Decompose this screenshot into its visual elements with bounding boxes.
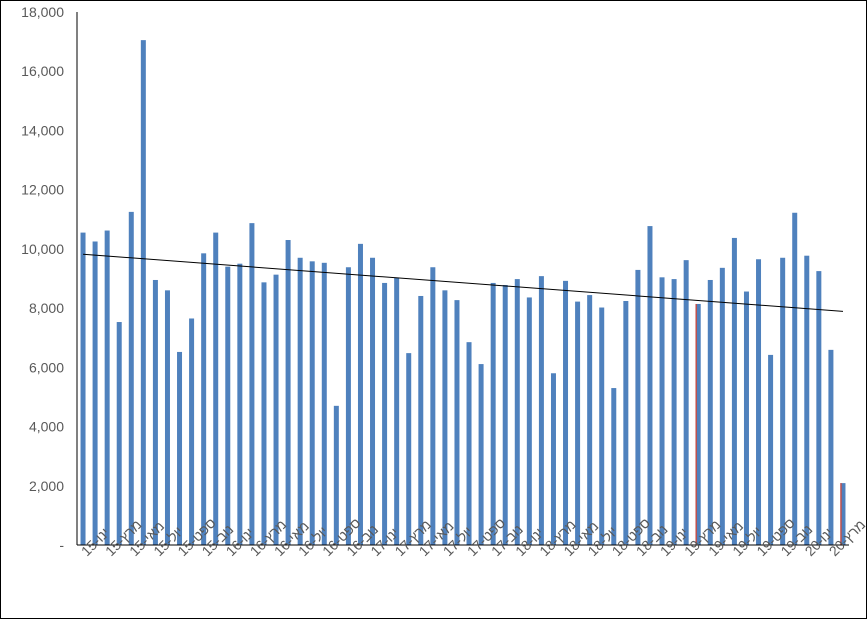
bar-10 (201, 253, 207, 545)
bar-54 (731, 237, 737, 545)
bar-12 (225, 266, 231, 545)
bar-58 (780, 257, 786, 545)
bar-20 (321, 262, 327, 545)
bar-36 (514, 279, 520, 545)
bar-63 (840, 483, 846, 545)
y-tick-label-2: 4,000 (29, 419, 64, 435)
bar-45 (623, 301, 629, 545)
bar-27 (406, 353, 412, 545)
bar-26 (394, 277, 400, 545)
bar-42 (587, 295, 593, 545)
bar-44 (611, 388, 617, 545)
y-tick-label-3: 6,000 (29, 359, 64, 375)
bar-2 (104, 230, 110, 545)
y-tick-label-9: 18,000 (21, 4, 64, 20)
bar-50 (683, 260, 689, 545)
bar-53 (719, 267, 725, 545)
y-tick-label-8: 16,000 (21, 63, 64, 79)
bar-59 (792, 212, 798, 545)
bar-3 (116, 322, 122, 545)
bar-4 (128, 211, 134, 546)
bar-19 (309, 261, 315, 545)
bar-43 (599, 307, 605, 545)
bar-30 (442, 290, 448, 545)
bar-61 (816, 271, 822, 545)
y-tick-label-7: 14,000 (21, 122, 64, 138)
bar-38 (538, 276, 544, 545)
y-tick-label-0: - (59, 537, 64, 553)
y-tick-labels: - 2,000 4,000 6,000 8,000 10,000 12,000 14,000 1… (21, 4, 64, 553)
bar-5 (140, 40, 146, 545)
bar-60 (804, 255, 810, 545)
bar-23 (357, 243, 363, 546)
bar-15 (261, 282, 267, 545)
bar-57 (768, 354, 774, 545)
trendline-layer (82, 253, 844, 312)
bar-29 (430, 267, 436, 545)
bar-47 (647, 226, 653, 545)
bar-14 (249, 223, 255, 545)
bar-1 (92, 241, 98, 546)
trendline (82, 253, 844, 312)
bar-7 (164, 290, 170, 545)
bar-40 (563, 280, 569, 545)
y-tick-label-4: 8,000 (29, 300, 64, 316)
bar-49 (671, 279, 677, 545)
bar-35 (502, 285, 508, 545)
bar-56 (756, 259, 762, 545)
bar-22 (345, 267, 351, 545)
bar-37 (526, 297, 532, 545)
bar-31 (454, 300, 460, 545)
bar-55 (743, 291, 749, 545)
bar-32 (466, 342, 472, 545)
bar-41 (575, 301, 581, 545)
bar-46 (635, 269, 641, 545)
bar-25 (382, 282, 388, 545)
bar-6 (152, 279, 158, 545)
bar-62 (828, 349, 834, 545)
bar-33 (478, 364, 484, 545)
bar-24 (370, 257, 376, 545)
bar-18 (297, 257, 303, 545)
bars-layer (80, 40, 846, 546)
bar-0 (80, 232, 86, 545)
bar-9 (189, 318, 195, 545)
bar-34 (490, 282, 496, 545)
bar-8 (177, 351, 183, 545)
bar-21 (333, 405, 339, 545)
bar-11 (213, 232, 219, 545)
bar-48 (659, 277, 665, 545)
bar-39 (550, 373, 556, 545)
bar-17 (285, 240, 291, 545)
bar-51 (695, 303, 701, 545)
bar-28 (418, 295, 424, 545)
y-tick-label-1: 2,000 (29, 478, 64, 494)
axes-layer (76, 12, 849, 546)
y-tick-label-5: 10,000 (21, 241, 64, 257)
y-tick-label-6: 12,000 (21, 182, 64, 198)
bar-16 (273, 274, 279, 545)
bar-13 (237, 263, 243, 545)
bar-52 (707, 279, 713, 545)
